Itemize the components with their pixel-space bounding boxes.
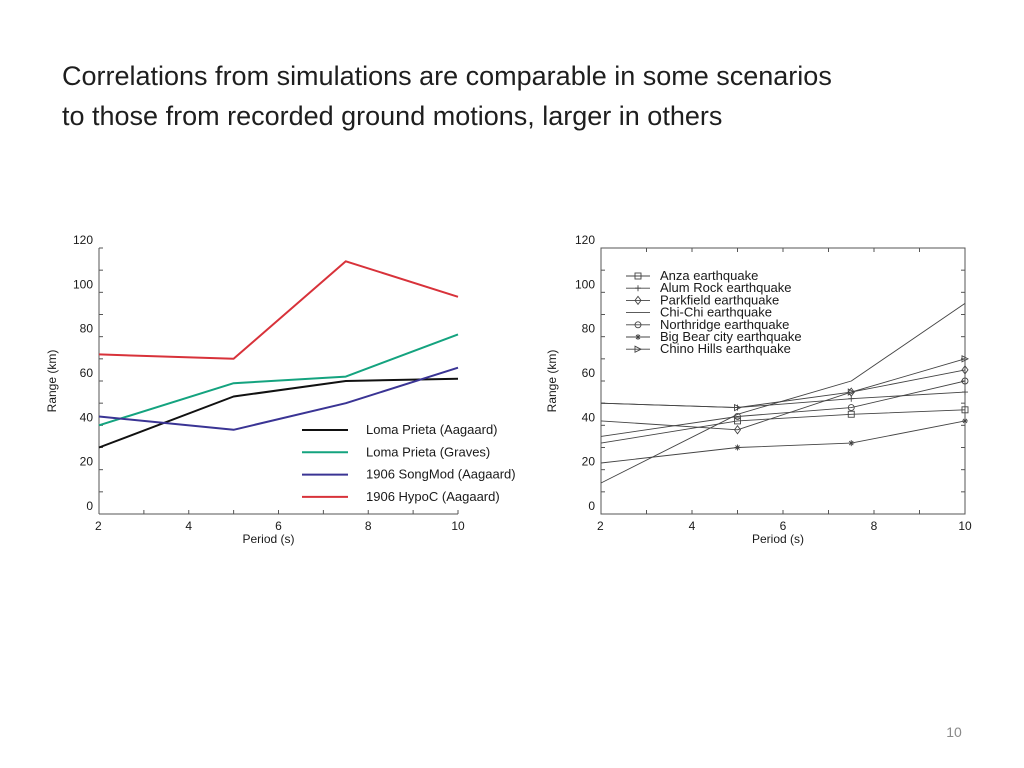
- series-line: [600, 369, 966, 431]
- x-tick-label: 10: [451, 519, 465, 533]
- y-tick-label: 20: [80, 455, 94, 469]
- data-point: [733, 425, 742, 435]
- y-axis-label: Range (km): [545, 350, 559, 413]
- series-line: [600, 303, 966, 484]
- y-tick-label: 80: [582, 322, 596, 336]
- legend-entry: Loma Prieta (Aagaard): [366, 422, 498, 437]
- y-tick-label: 120: [73, 233, 93, 247]
- data-point: [847, 410, 855, 418]
- legend-marker: [634, 345, 643, 353]
- legend-entry: Big Bear city earthquake: [660, 329, 802, 344]
- y-tick-label: 80: [80, 322, 94, 336]
- x-tick-label: 6: [275, 519, 282, 533]
- x-tick-label: 6: [780, 519, 787, 533]
- data-point: [962, 389, 968, 396]
- x-tick-label: 2: [597, 519, 604, 533]
- data-point: [734, 403, 742, 412]
- legend-marker: [635, 334, 641, 340]
- y-tick-label: 0: [86, 499, 93, 513]
- x-axis-label: Period (s): [752, 532, 804, 546]
- legend-entry: Chino Hills earthquake: [660, 341, 791, 356]
- legend-marker: [634, 272, 642, 280]
- series-line: [98, 333, 459, 427]
- y-tick-label: 40: [80, 410, 94, 424]
- legend-entry: 1906 SongMod (Aagaard): [366, 467, 516, 482]
- y-tick-label: 0: [588, 499, 595, 513]
- series-line: [98, 260, 459, 360]
- x-tick-label: 4: [185, 519, 192, 533]
- legend-entry: 1906 HypoC (Aagaard): [366, 489, 500, 504]
- x-tick-label: 4: [689, 519, 696, 533]
- legend-entry: Parkfield earthquake: [660, 292, 779, 307]
- data-point: [848, 440, 855, 447]
- data-point: [734, 417, 741, 425]
- legend-entry: Chi-Chi earthquake: [660, 305, 772, 320]
- data-point: [734, 413, 741, 420]
- y-tick-label: 60: [582, 366, 596, 380]
- y-tick-label: 20: [582, 455, 596, 469]
- data-point: [962, 417, 968, 424]
- y-tick-label: 100: [575, 277, 595, 291]
- y-tick-label: 60: [80, 366, 94, 380]
- series-line: [600, 380, 966, 437]
- x-tick-label: 8: [365, 519, 372, 533]
- y-tick-label: 40: [582, 410, 596, 424]
- y-tick-label: 100: [73, 277, 93, 291]
- legend-marker: [634, 321, 642, 329]
- data-point: [734, 444, 741, 451]
- series-line: [600, 358, 966, 409]
- x-tick-label: 2: [95, 519, 102, 533]
- slide-title-line-2: to those from recorded ground motions, l…: [62, 101, 723, 131]
- legend-marker: [634, 295, 642, 306]
- series-line: [600, 420, 966, 464]
- data-point: [961, 377, 969, 385]
- data-point: [847, 387, 855, 397]
- data-point: [961, 365, 969, 375]
- series-line: [98, 366, 459, 431]
- x-tick-label: 10: [958, 519, 972, 533]
- legend-entry: Loma Prieta (Graves): [366, 444, 490, 459]
- legend-marker: [635, 285, 641, 292]
- legend-entry: Alum Rock earthquake: [660, 280, 792, 295]
- data-point: [847, 388, 856, 396]
- data-point: [847, 404, 855, 412]
- y-tick-label: 120: [575, 233, 595, 247]
- data-point: [961, 355, 970, 363]
- legend-entry: Northridge earthquake: [660, 317, 789, 332]
- slide-title-line-1: Correlations from simulations are compar…: [62, 61, 832, 91]
- series-line: [600, 409, 966, 444]
- page-number: 10: [946, 724, 962, 740]
- legend-entry: Anza earthquake: [660, 268, 758, 283]
- y-axis-label: Range (km): [45, 350, 59, 413]
- series-line: [98, 377, 459, 449]
- x-tick-label: 8: [871, 519, 878, 533]
- data-point: [961, 406, 969, 414]
- x-axis-label: Period (s): [242, 532, 294, 546]
- slide-title: Correlations from simulations are compar…: [62, 56, 982, 136]
